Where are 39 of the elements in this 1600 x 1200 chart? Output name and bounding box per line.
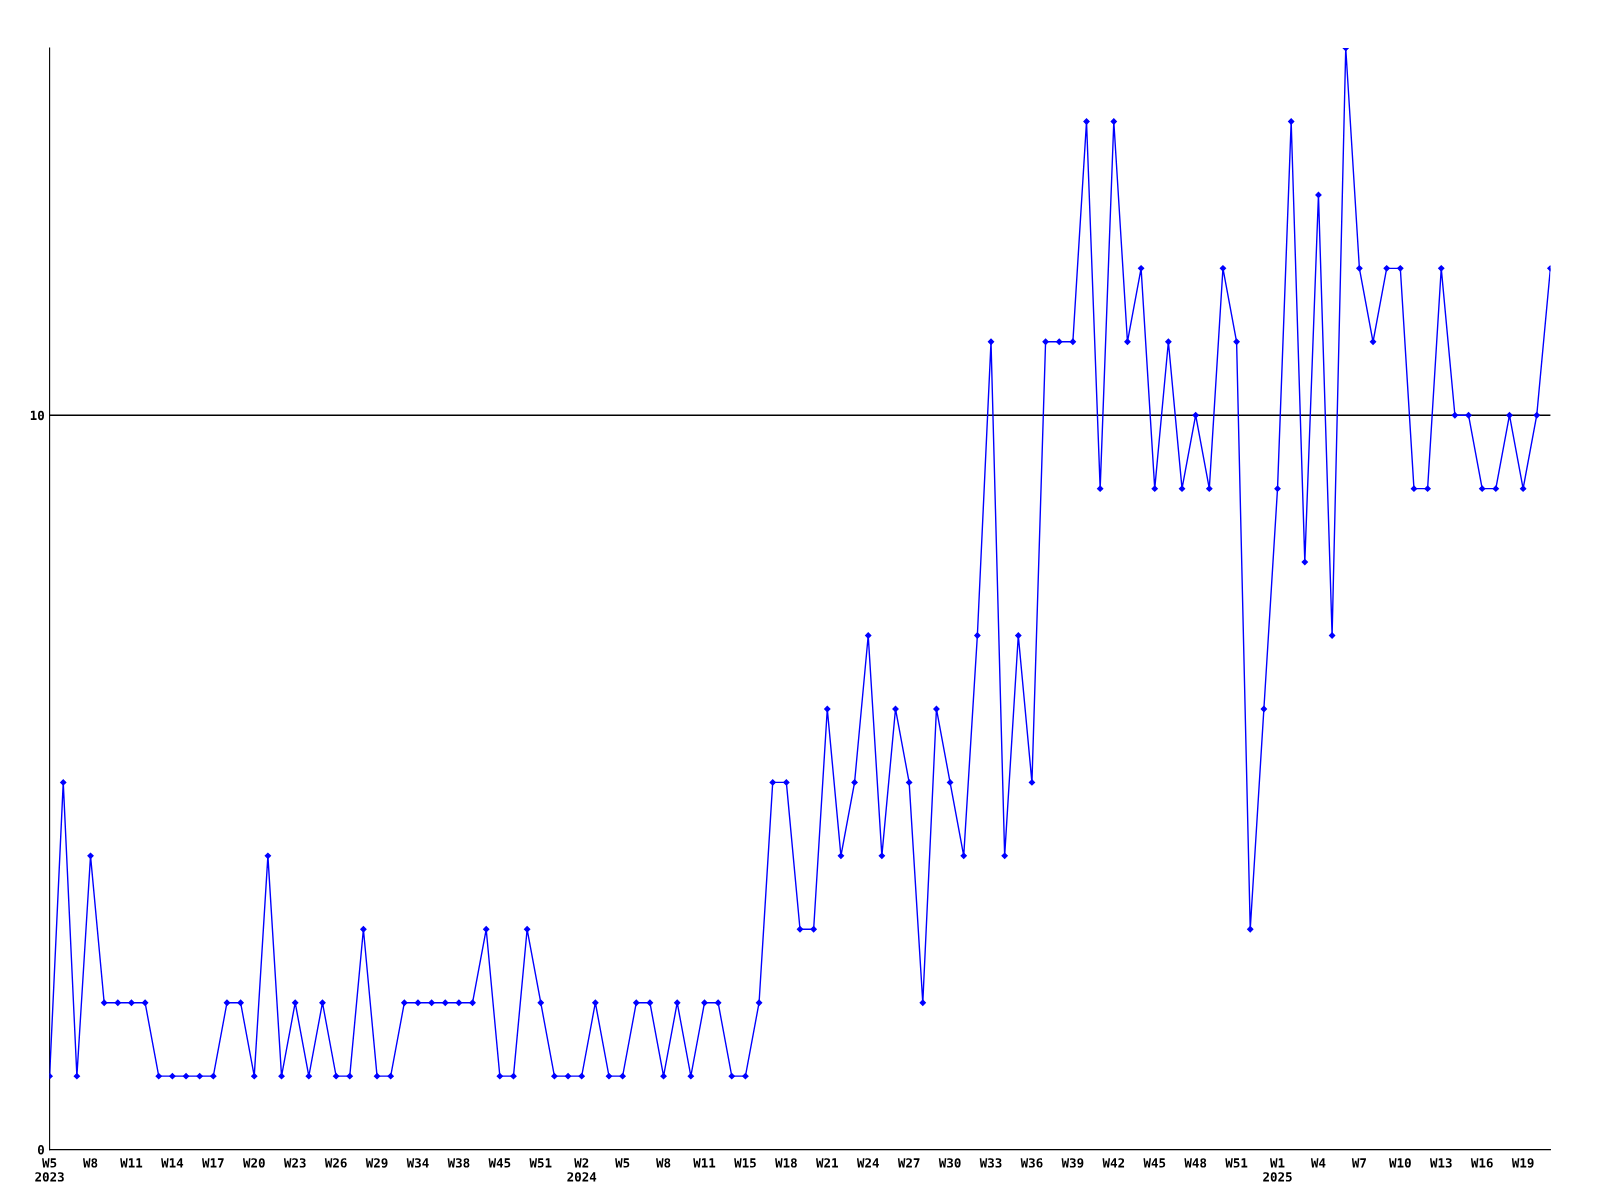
x-tick-label: W5: [615, 1158, 630, 1168]
y-tick-label: 0: [37, 1145, 44, 1155]
x-tick-label: W19: [1511, 1158, 1534, 1168]
x-tick-label: W36: [1020, 1158, 1043, 1168]
x-tick-label: W10: [1389, 1158, 1411, 1168]
x-tick-label: W51: [1225, 1158, 1248, 1168]
x-tick-label: W1 2025: [1263, 1158, 1292, 1182]
x-tick-label: W29: [365, 1158, 388, 1168]
x-tick-label: W51: [529, 1158, 552, 1168]
x-tick-label: W8: [83, 1158, 98, 1168]
x-tick-label: W23: [283, 1158, 306, 1168]
x-tick-label: W11: [693, 1158, 716, 1168]
x-tick-label: W7: [1351, 1158, 1366, 1168]
x-tick-label: W33: [979, 1158, 1002, 1168]
x-tick-label: W2 2024: [567, 1158, 597, 1182]
x-tick-label: W48: [1184, 1158, 1207, 1168]
x-tick-label: W4: [1310, 1158, 1326, 1168]
x-tick-label: W5 2023: [35, 1158, 64, 1182]
x-tick-label: W16: [1470, 1158, 1493, 1168]
y-tick-label: 10: [30, 410, 44, 421]
x-tick-label: W8: [656, 1158, 671, 1168]
x-tick-label: W45: [1143, 1158, 1166, 1168]
x-tick-label: W20: [242, 1158, 265, 1168]
x-tick-label: W45: [488, 1158, 511, 1168]
x-tick-label: W15: [734, 1158, 756, 1168]
x-tick-label: W30: [938, 1158, 961, 1168]
x-tick-label: W21: [816, 1158, 838, 1168]
x-tick-label: W38: [447, 1158, 470, 1168]
x-tick-label: W14: [161, 1158, 184, 1168]
x-tick-label: W34: [406, 1158, 429, 1168]
x-tick-label: W39: [1061, 1158, 1084, 1168]
x-tick-label: W42: [1102, 1158, 1125, 1168]
x-tick-label: W17: [202, 1158, 224, 1168]
x-tick-label: W13: [1429, 1158, 1452, 1168]
x-tick-label: W11: [120, 1158, 143, 1168]
x-tick-label: W24: [856, 1158, 879, 1168]
x-tick-label: W18: [775, 1158, 797, 1168]
x-tick-label: W26: [324, 1158, 347, 1168]
x-tick-label: W27: [897, 1158, 920, 1168]
